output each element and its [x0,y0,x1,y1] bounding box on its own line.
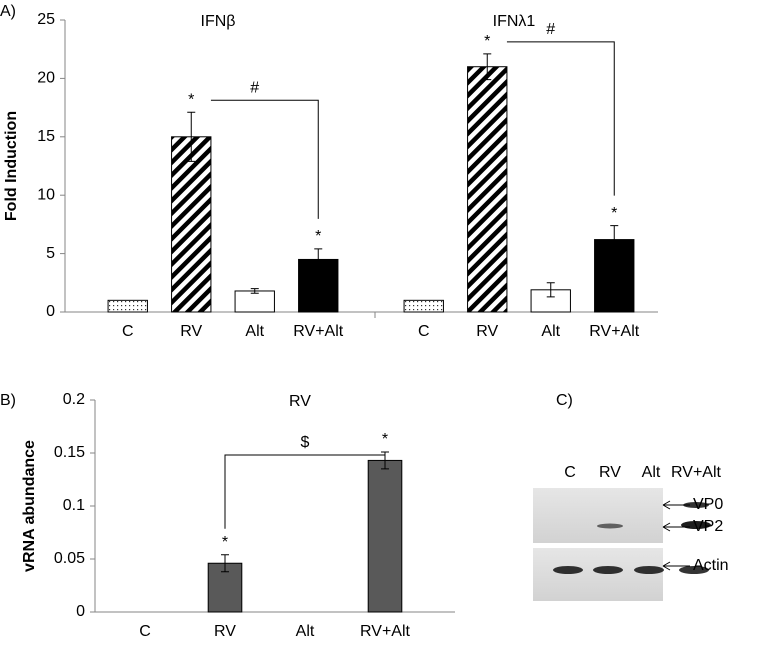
comparison-bracket [210,99,319,219]
x-tick-label: RV+Alt [293,323,344,340]
y-axis-label: Fold Induction [3,111,20,221]
lane-label: C [564,464,576,481]
y-tick-label: 20 [37,70,55,87]
panel-label: C) [556,392,573,409]
x-tick-label: C [139,623,151,640]
y-tick-label: 0.2 [63,391,85,408]
x-tick-label: C [122,323,134,340]
y-tick-label: 0 [76,603,85,620]
blot-band [634,566,664,574]
arrow [662,500,690,510]
panel-label: A) [0,3,16,20]
band-label: Actin [693,557,729,574]
band-label: VP0 [693,496,723,513]
blot-band [593,566,623,574]
bracket-label: $ [301,434,310,451]
x-tick-label: Alt [541,323,560,340]
bracket-label: # [250,79,259,96]
error-bar [250,288,259,294]
bar [107,299,148,313]
bar [467,66,508,313]
x-tick-label: RV [476,323,498,340]
bar [403,299,444,313]
y-axis-label: vRNA abundance [21,440,38,572]
blot-band [553,566,583,574]
significance-star: * [484,33,490,50]
lane-label: RV [599,464,621,481]
x-tick-label: RV+Alt [589,323,640,340]
blot-band [683,502,709,508]
y-tick-label: 0.05 [54,550,85,567]
error-bar [483,53,492,81]
significance-star: * [188,91,194,108]
bar [298,258,339,313]
y-tick-label: 25 [37,11,55,28]
arrow [662,561,690,571]
lane-label: Alt [642,464,661,481]
bracket-label: # [546,21,555,38]
blot-band [597,523,623,529]
x-tick-label: RV+Alt [360,623,411,640]
y-tick-label: 0 [46,303,55,320]
x-tick-label: RV [214,623,236,640]
x-tick-label: Alt [245,323,264,340]
bar [171,136,212,313]
group-title: IFNβ [201,13,236,30]
bar [234,290,275,313]
arrow [662,522,690,532]
y-tick-label: 0.1 [63,497,85,514]
bar [367,459,403,613]
error-bar [546,282,555,298]
panel-label: B) [0,392,16,409]
band-label: VP2 [693,518,723,535]
y-tick-label: 15 [37,128,55,145]
significance-star: * [222,534,228,551]
significance-star: * [315,228,321,245]
chart-title: RV [289,393,311,410]
comparison-bracket [224,454,385,529]
y-tick-label: 5 [46,245,55,262]
group-title: IFNλ1 [493,13,536,30]
x-tick-label: Alt [296,623,315,640]
blot-panel [533,548,663,601]
y-tick-label: 0.15 [54,444,85,461]
blot-band [679,566,709,574]
comparison-bracket [506,41,615,196]
error-bar [187,111,196,162]
error-bar [610,225,619,255]
y-tick-label: 10 [37,186,55,203]
blot-panel [533,488,663,543]
lane-label: RV+Alt [671,464,722,481]
x-tick-label: C [418,323,430,340]
error-bar [314,248,323,271]
significance-star: * [382,431,388,448]
significance-star: * [611,205,617,222]
x-tick-label: RV [180,323,202,340]
error-bar [221,554,229,573]
